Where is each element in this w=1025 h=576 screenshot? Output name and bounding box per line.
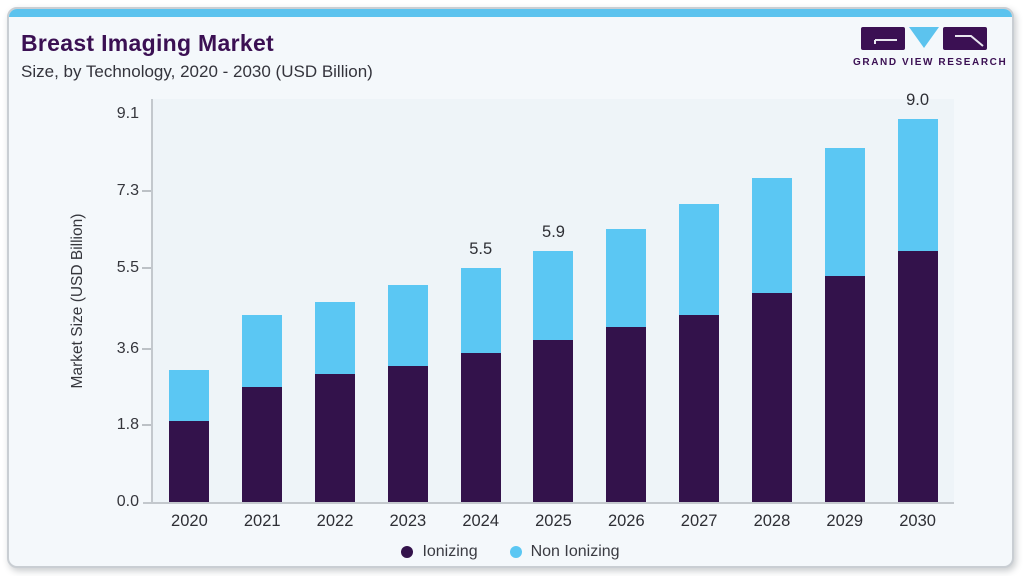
bar-segment-ionizing-2028 (751, 293, 792, 502)
bar-segment-non-ionizing-2021 (242, 315, 283, 387)
y-tick-mark-1.8 (142, 424, 151, 427)
bar-segment-non-ionizing-2027 (679, 204, 720, 315)
bar-total-label-2024: 5.5 (469, 240, 493, 258)
bar-column-2023: 2023 (371, 99, 444, 530)
bar-2030 (897, 119, 938, 502)
bar-total-label-2030: 9.0 (906, 91, 930, 109)
legend-item-ionizing: Ionizing (401, 543, 478, 561)
bar-segment-ionizing-2026 (606, 327, 647, 502)
x-tick-label-2024: 2024 (462, 512, 500, 530)
bar-segment-ionizing-2021 (242, 387, 283, 502)
x-tick-label-2023: 2023 (389, 512, 427, 530)
legend-dot-ionizing (401, 546, 414, 558)
brand-logo: GRAND VIEW RESEARCH (853, 27, 1008, 68)
y-tick-label-1.8: 1.8 (116, 416, 139, 434)
bar-segment-non-ionizing-2025 (533, 251, 574, 340)
logo-r-glyph (955, 35, 984, 47)
bar-2023 (387, 285, 428, 502)
header: Breast Imaging Market Size, by Technolog… (21, 30, 373, 82)
bar-segment-non-ionizing-2023 (387, 285, 428, 366)
logo-g-glyph (874, 39, 897, 44)
bar-segment-non-ionizing-2026 (606, 229, 647, 327)
bar-segment-non-ionizing-2030 (897, 119, 938, 251)
bar-total-label-2025: 5.9 (542, 223, 565, 241)
bar-segment-ionizing-2022 (315, 374, 356, 502)
bar-segment-non-ionizing-2029 (824, 148, 865, 276)
bar-segment-ionizing-2027 (679, 315, 720, 502)
legend-label-ionizing: Ionizing (422, 543, 478, 560)
bar-segment-non-ionizing-2028 (751, 178, 792, 293)
gvr-logo-icon (853, 27, 995, 51)
bar-column-2021: 2021 (226, 99, 299, 530)
logo-v-triangle (909, 27, 939, 48)
page-subtitle: Size, by Technology, 2020 - 2030 (USD Bi… (21, 62, 373, 81)
y-tick-label-7.3: 7.3 (116, 182, 139, 200)
y-axis-line (151, 99, 153, 504)
bar-segment-ionizing-2020 (169, 421, 210, 502)
y-tick-mark-5.5 (142, 266, 151, 269)
bar-column-2025: 5.9 2025 (517, 99, 590, 530)
bar-column-2026: 2026 (590, 99, 663, 530)
bar-segment-non-ionizing-2022 (315, 302, 356, 374)
bar-2022 (315, 302, 356, 502)
x-tick-label-2022: 2022 (316, 512, 354, 530)
brand-name: GRAND VIEW RESEARCH (853, 57, 1008, 68)
legend: Ionizing Non Ionizing (9, 543, 1012, 561)
bar-2029 (824, 148, 865, 502)
bar-column-2020: 2020 (153, 99, 226, 530)
bar-column-2022: 2022 (299, 99, 372, 530)
x-tick-label-2021: 2021 (243, 512, 281, 530)
plot-area: Market Size (USD Billion) 0.0 1.8 3.6 5.5 7.… (69, 91, 954, 530)
x-tick-label-2020: 2020 (171, 512, 208, 530)
bar-2028 (751, 178, 792, 502)
x-tick-label-2029: 2029 (826, 512, 864, 530)
legend-item-non-ionizing: Non Ionizing (509, 543, 620, 561)
bar-segment-ionizing-2025 (533, 340, 574, 502)
bar-column-2029: 2029 (808, 99, 881, 530)
bar-2026 (606, 229, 647, 502)
bar-column-2028: 2028 (736, 99, 809, 530)
bar-2027 (679, 204, 720, 502)
x-tick-label-2028: 2028 (753, 512, 791, 530)
top-accent-strip (9, 9, 1012, 17)
x-tick-label-2025: 2025 (535, 512, 572, 530)
bar-segment-ionizing-2029 (824, 276, 865, 502)
bar-2021 (242, 315, 283, 502)
bar-segment-ionizing-2024 (460, 353, 501, 502)
y-axis-title: Market Size (USD Billion) (69, 213, 86, 388)
bar-2025 (533, 251, 574, 502)
y-tick-label-9.1: 9.1 (116, 105, 139, 123)
x-tick-label-2030: 2030 (899, 512, 936, 530)
bar-segment-ionizing-2023 (387, 366, 428, 502)
y-tick-label-0.0: 0.0 (116, 493, 139, 510)
bar-segment-non-ionizing-2024 (460, 268, 501, 353)
x-axis-line (143, 502, 954, 504)
y-tick-mark-3.6 (142, 347, 151, 350)
x-tick-label-2026: 2026 (607, 512, 645, 530)
bar-segment-non-ionizing-2020 (169, 370, 210, 421)
x-tick-label-2027: 2027 (680, 512, 718, 530)
bar-column-2030: 9.0 2030 (881, 91, 954, 530)
bar-2024 (460, 268, 501, 502)
logo-g-block (861, 27, 905, 50)
bar-2020 (169, 370, 210, 502)
legend-dot-non-ionizing (509, 546, 522, 558)
legend-label-non-ionizing: Non Ionizing (530, 543, 620, 560)
bar-segment-ionizing-2030 (897, 251, 938, 502)
y-tick-label-3.6: 3.6 (116, 339, 139, 357)
logo-r-block (943, 27, 987, 50)
bar-column-2027: 2027 (663, 99, 736, 530)
bar-column-2024: 5.5 2024 (444, 99, 517, 530)
y-tick-mark-7.3 (142, 190, 151, 193)
chart-card: Breast Imaging Market Size, by Technolog… (7, 7, 1014, 568)
y-tick-label-5.5: 5.5 (116, 258, 139, 276)
page-title: Breast Imaging Market (21, 30, 274, 56)
